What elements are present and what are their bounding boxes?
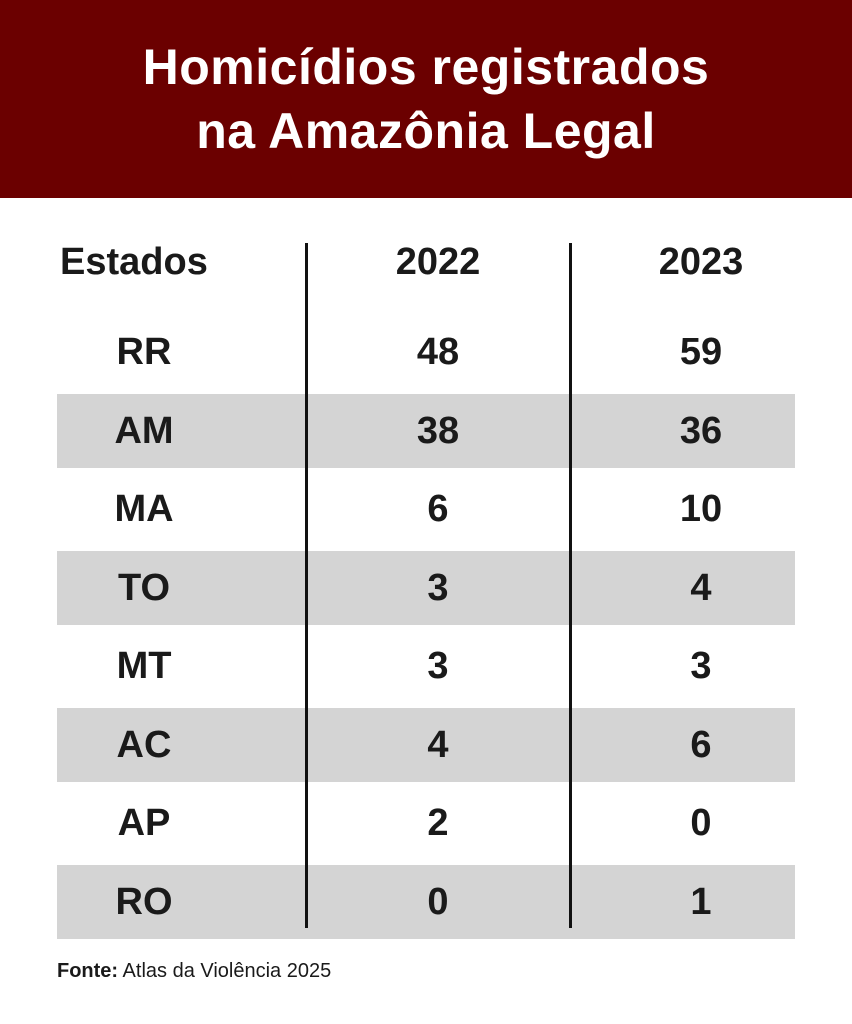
value-2023-cell: 10 <box>679 488 723 530</box>
value-2022-cell: 4 <box>427 724 449 766</box>
state-cell: MA <box>114 488 174 530</box>
row-band <box>57 865 795 939</box>
value-2023-cell: 0 <box>690 802 712 844</box>
value-2022-cell: 3 <box>427 567 449 609</box>
source-note: Fonte: Atlas da Violência 2025 <box>57 960 331 983</box>
state-cell: MT <box>116 645 172 687</box>
row-band <box>57 551 795 625</box>
row-band <box>57 708 795 782</box>
column-header-2023: 2023 <box>658 241 744 283</box>
value-2023-cell: 1 <box>690 881 712 923</box>
state-cell: TO <box>117 567 171 609</box>
title-line-1: Homicídios registrados <box>142 39 710 95</box>
value-2023-cell: 3 <box>690 645 712 687</box>
source-label: Fonte: <box>57 960 119 982</box>
value-2022-cell: 0 <box>427 881 449 923</box>
title-line-2: na Amazônia Legal <box>196 103 656 159</box>
title-banner: Homicídios registrados na Amazônia Legal <box>0 0 852 198</box>
column-header-states: Estados <box>60 241 208 283</box>
column-divider-1 <box>305 243 308 928</box>
state-cell: AM <box>114 410 174 452</box>
column-divider-2 <box>569 243 572 928</box>
state-cell: AC <box>116 724 172 766</box>
value-2023-cell: 59 <box>679 331 723 373</box>
state-cell: RR <box>116 331 172 373</box>
value-2022-cell: 3 <box>427 645 449 687</box>
state-cell: RO <box>115 881 173 923</box>
value-2023-cell: 4 <box>690 567 712 609</box>
value-2022-cell: 38 <box>416 410 460 452</box>
row-band <box>57 394 795 468</box>
value-2023-cell: 36 <box>679 410 723 452</box>
value-2022-cell: 6 <box>427 488 449 530</box>
column-header-2022: 2022 <box>395 241 481 283</box>
source-text: Atlas da Violência 2025 <box>118 960 332 982</box>
state-cell: AP <box>117 802 171 844</box>
value-2023-cell: 6 <box>690 724 712 766</box>
value-2022-cell: 48 <box>416 331 460 373</box>
value-2022-cell: 2 <box>427 802 449 844</box>
